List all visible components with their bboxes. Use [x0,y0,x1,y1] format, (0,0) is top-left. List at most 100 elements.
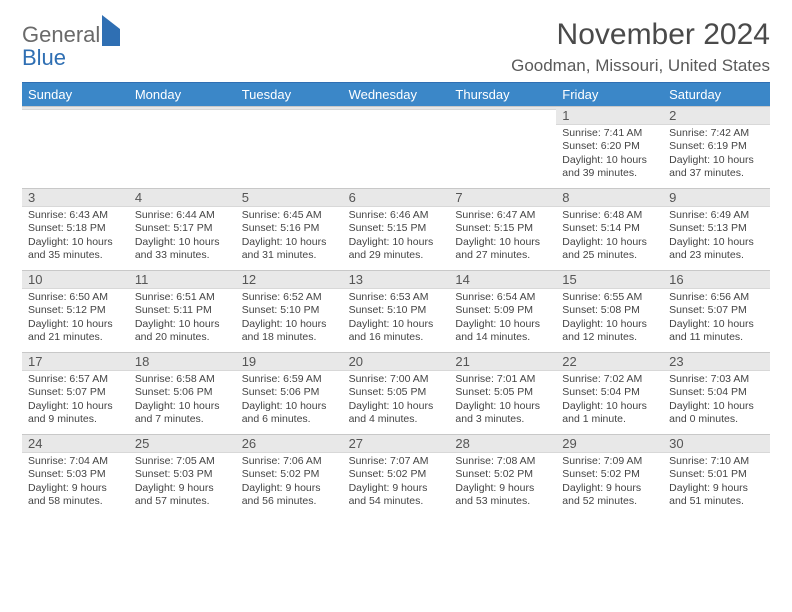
day-number [449,106,556,110]
day-number: 2 [663,106,770,125]
day-cell: 4Sunrise: 6:44 AMSunset: 5:17 PMDaylight… [129,188,236,270]
day-content: Sunrise: 6:43 AMSunset: 5:18 PMDaylight:… [22,207,129,267]
daylight-text-1: Daylight: 10 hours [242,400,337,413]
sunset-text: Sunset: 5:14 PM [562,222,657,235]
daylight-text-1: Daylight: 10 hours [562,400,657,413]
sunrise-text: Sunrise: 6:56 AM [669,291,764,304]
day-number: 19 [236,352,343,371]
sunrise-text: Sunrise: 7:08 AM [455,455,550,468]
sunrise-text: Sunrise: 6:46 AM [349,209,444,222]
calendar: SundayMondayTuesdayWednesdayThursdayFrid… [22,82,770,516]
daylight-text-2: and 58 minutes. [28,495,123,508]
daylight-text-2: and 9 minutes. [28,413,123,426]
day-cell: 30Sunrise: 7:10 AMSunset: 5:01 PMDayligh… [663,434,770,516]
daylight-text-1: Daylight: 10 hours [242,318,337,331]
sunset-text: Sunset: 5:13 PM [669,222,764,235]
daylight-text-1: Daylight: 10 hours [455,318,550,331]
day-content: Sunrise: 7:03 AMSunset: 5:04 PMDaylight:… [663,371,770,431]
daylight-text-1: Daylight: 10 hours [562,236,657,249]
logo-triangle-icon [102,15,120,46]
daylight-text-2: and 4 minutes. [349,413,444,426]
daylight-text-2: and 11 minutes. [669,331,764,344]
sunset-text: Sunset: 5:05 PM [349,386,444,399]
daylight-text-1: Daylight: 10 hours [455,400,550,413]
weekday-wednesday: Wednesday [343,83,450,106]
daylight-text-1: Daylight: 10 hours [669,400,764,413]
page: General Blue November 2024 Goodman, Miss… [0,0,792,534]
daylight-text-2: and 0 minutes. [669,413,764,426]
daylight-text-2: and 1 minute. [562,413,657,426]
sunset-text: Sunset: 5:15 PM [455,222,550,235]
day-content: Sunrise: 6:58 AMSunset: 5:06 PMDaylight:… [129,371,236,431]
day-content: Sunrise: 7:02 AMSunset: 5:04 PMDaylight:… [556,371,663,431]
sunrise-text: Sunrise: 6:54 AM [455,291,550,304]
sunset-text: Sunset: 5:11 PM [135,304,230,317]
weekday-monday: Monday [129,83,236,106]
week-row: 10Sunrise: 6:50 AMSunset: 5:12 PMDayligh… [22,270,770,352]
sunrise-text: Sunrise: 6:53 AM [349,291,444,304]
day-number: 13 [343,270,450,289]
daylight-text-1: Daylight: 10 hours [135,318,230,331]
day-content: Sunrise: 7:08 AMSunset: 5:02 PMDaylight:… [449,453,556,513]
day-content: Sunrise: 7:01 AMSunset: 5:05 PMDaylight:… [449,371,556,431]
month-title: November 2024 [511,18,770,52]
logo: General Blue [22,24,120,70]
daylight-text-2: and 18 minutes. [242,331,337,344]
sunset-text: Sunset: 5:17 PM [135,222,230,235]
weekday-tuesday: Tuesday [236,83,343,106]
sunset-text: Sunset: 5:02 PM [349,468,444,481]
daylight-text-1: Daylight: 10 hours [455,236,550,249]
weekday-header-row: SundayMondayTuesdayWednesdayThursdayFrid… [22,83,770,106]
daylight-text-1: Daylight: 10 hours [349,318,444,331]
sunrise-text: Sunrise: 7:01 AM [455,373,550,386]
title-block: November 2024 Goodman, Missouri, United … [511,18,770,76]
daylight-text-2: and 6 minutes. [242,413,337,426]
day-cell: 15Sunrise: 6:55 AMSunset: 5:08 PMDayligh… [556,270,663,352]
daylight-text-2: and 52 minutes. [562,495,657,508]
daylight-text-1: Daylight: 10 hours [135,400,230,413]
daylight-text-1: Daylight: 9 hours [669,482,764,495]
day-cell: 25Sunrise: 7:05 AMSunset: 5:03 PMDayligh… [129,434,236,516]
day-number: 10 [22,270,129,289]
day-number: 22 [556,352,663,371]
empty-day-cell [129,106,236,188]
daylight-text-1: Daylight: 10 hours [135,236,230,249]
daylight-text-1: Daylight: 10 hours [562,154,657,167]
day-cell: 23Sunrise: 7:03 AMSunset: 5:04 PMDayligh… [663,352,770,434]
daylight-text-2: and 29 minutes. [349,249,444,262]
sunrise-text: Sunrise: 7:42 AM [669,127,764,140]
daylight-text-1: Daylight: 9 hours [349,482,444,495]
day-number: 28 [449,434,556,453]
header: General Blue November 2024 Goodman, Miss… [22,18,770,76]
sunrise-text: Sunrise: 7:07 AM [349,455,444,468]
daylight-text-2: and 23 minutes. [669,249,764,262]
daylight-text-1: Daylight: 10 hours [242,236,337,249]
day-number: 15 [556,270,663,289]
day-content: Sunrise: 6:49 AMSunset: 5:13 PMDaylight:… [663,207,770,267]
day-number: 9 [663,188,770,207]
day-content: Sunrise: 7:05 AMSunset: 5:03 PMDaylight:… [129,453,236,513]
weeks-container: 1Sunrise: 7:41 AMSunset: 6:20 PMDaylight… [22,106,770,516]
daylight-text-1: Daylight: 9 hours [455,482,550,495]
sunrise-text: Sunrise: 7:41 AM [562,127,657,140]
day-number: 26 [236,434,343,453]
day-content: Sunrise: 6:50 AMSunset: 5:12 PMDaylight:… [22,289,129,349]
daylight-text-1: Daylight: 9 hours [135,482,230,495]
day-cell: 9Sunrise: 6:49 AMSunset: 5:13 PMDaylight… [663,188,770,270]
daylight-text-2: and 27 minutes. [455,249,550,262]
day-cell: 26Sunrise: 7:06 AMSunset: 5:02 PMDayligh… [236,434,343,516]
day-number: 29 [556,434,663,453]
sunset-text: Sunset: 5:03 PM [135,468,230,481]
sunset-text: Sunset: 5:02 PM [455,468,550,481]
day-cell: 20Sunrise: 7:00 AMSunset: 5:05 PMDayligh… [343,352,450,434]
day-number: 3 [22,188,129,207]
day-number: 11 [129,270,236,289]
day-content: Sunrise: 7:07 AMSunset: 5:02 PMDaylight:… [343,453,450,513]
sunrise-text: Sunrise: 6:51 AM [135,291,230,304]
day-content: Sunrise: 6:47 AMSunset: 5:15 PMDaylight:… [449,207,556,267]
daylight-text-2: and 14 minutes. [455,331,550,344]
day-cell: 1Sunrise: 7:41 AMSunset: 6:20 PMDaylight… [556,106,663,188]
day-number: 18 [129,352,236,371]
day-number: 27 [343,434,450,453]
sunset-text: Sunset: 6:19 PM [669,140,764,153]
